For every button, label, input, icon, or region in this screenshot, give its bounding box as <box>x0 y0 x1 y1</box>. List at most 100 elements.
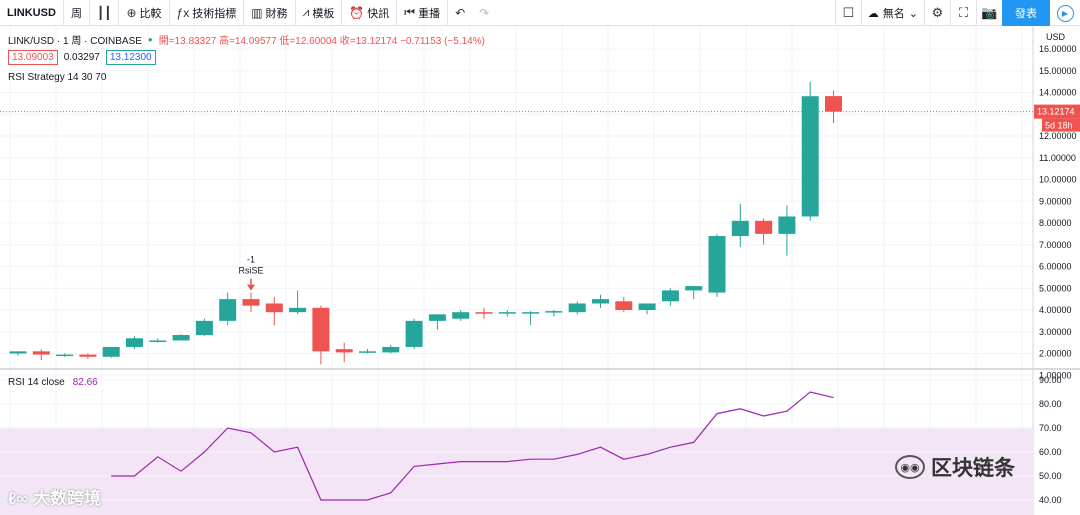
candle <box>685 286 703 300</box>
candles-icon: ┃┃ <box>97 5 112 20</box>
candle <box>172 333 190 341</box>
snapshot-button[interactable]: 📷 <box>976 0 1002 26</box>
candle-body <box>615 301 633 310</box>
candle <box>592 294 609 308</box>
expand-icon: ⛶ <box>958 5 969 20</box>
series-title[interactable]: LINK/USD · 1 周 · COINBASE <box>8 36 142 47</box>
publish-button[interactable]: 發表 <box>1002 0 1050 26</box>
candle <box>102 346 120 358</box>
candle <box>335 342 353 363</box>
replay-button[interactable]: ⏮ 重播 <box>397 0 449 26</box>
candle <box>498 310 516 317</box>
candle-body <box>708 236 726 293</box>
bid-price[interactable]: 13.09003 <box>8 50 58 65</box>
candle <box>825 90 842 123</box>
candle <box>755 218 773 245</box>
redo-button[interactable]: ↷ <box>472 0 496 26</box>
play-button[interactable]: ▶ <box>1050 0 1080 26</box>
candle <box>79 353 97 359</box>
candle-body <box>9 351 27 354</box>
candle <box>545 310 563 317</box>
candle <box>289 290 307 315</box>
candle <box>312 305 330 365</box>
candle-body <box>685 286 703 291</box>
rsi-label[interactable]: RSI 14 close <box>8 377 65 388</box>
candle-body <box>452 312 470 319</box>
templates-button[interactable]: ⩘ 模板 <box>296 0 343 26</box>
candle-body <box>638 303 656 310</box>
candle <box>242 292 260 313</box>
bid-ask: 13.09003 0.03297 13.12300 <box>8 50 156 65</box>
replay-icon: ⏮ <box>404 5 416 19</box>
fullscreen-square-button[interactable]: ☐ <box>834 0 861 26</box>
candle-body <box>568 303 586 313</box>
candle-body <box>172 335 190 341</box>
expand-button[interactable]: ⛶ <box>950 0 976 26</box>
candle <box>778 205 796 256</box>
price-tick-label: 3.00000 <box>1039 327 1072 337</box>
candle-body <box>195 320 213 336</box>
candle-body <box>32 351 50 355</box>
ask-price[interactable]: 13.12300 <box>105 50 156 65</box>
candle <box>801 81 819 221</box>
price-tick-label: 12.00000 <box>1039 131 1077 141</box>
candle-body <box>755 220 773 234</box>
countdown-box <box>1042 118 1080 132</box>
chevron-down-icon: ⌄ <box>908 7 918 20</box>
candle-body <box>219 299 237 321</box>
candle <box>475 307 493 319</box>
symbol-search[interactable]: LINKUSD <box>0 0 64 26</box>
gear-icon: ⚙ <box>931 5 944 20</box>
strategy-legend[interactable]: RSI Strategy 14 30 70 <box>8 72 107 83</box>
candle <box>615 296 633 313</box>
compare-button[interactable]: ⊕ 比較 <box>119 0 170 26</box>
candle <box>428 314 446 330</box>
toolbar-right: ☐ ☁ 無名 ⌄ ⚙ ⛶ 📷 發表 ▶ <box>834 0 1080 26</box>
price-tick-label: 4.00000 <box>1039 305 1072 315</box>
candle <box>359 349 376 354</box>
market-status-icon: ● <box>147 35 153 44</box>
top-toolbar: LINKUSD 周 ┃┃ ⊕ 比較 ƒx 技術指標 ▥ 財務 ⩘ 模板 ⏰ 快訊 ⏮ 重播 … <box>0 0 1080 26</box>
last-price-tag: 13.12174 5d 18h <box>0 104 1080 132</box>
candle <box>708 233 726 297</box>
candle <box>126 336 143 350</box>
layout-menu-button[interactable]: ☁ 無名 ⌄ <box>860 0 924 26</box>
price-tick-label: 16.00000 <box>1039 44 1077 54</box>
candle-body <box>126 338 143 347</box>
candle-body <box>405 320 423 347</box>
price-tick-label: 15.00000 <box>1039 66 1077 76</box>
candle-body <box>661 290 679 302</box>
candle-body <box>428 314 446 321</box>
fx-icon: ƒx <box>176 5 190 20</box>
candle <box>219 292 237 326</box>
price-tick-label: 5.00000 <box>1039 283 1072 293</box>
candle-body <box>149 340 167 342</box>
camera-icon: 📷 <box>981 5 998 20</box>
alert-button[interactable]: ⏰ 快訊 <box>342 0 398 26</box>
candle <box>405 318 423 350</box>
candle-body <box>312 307 330 352</box>
price-tick-label: 2.00000 <box>1039 349 1072 359</box>
template-icon: ⩘ <box>302 5 310 19</box>
candle <box>452 310 470 321</box>
financials-button[interactable]: ▥ 財務 <box>244 0 296 26</box>
candle <box>522 311 540 326</box>
price-tick-label: 1.00000 <box>1039 370 1072 380</box>
candle <box>661 288 679 306</box>
undo-button[interactable]: ↶ <box>448 0 472 26</box>
candle-body <box>359 351 376 353</box>
chart-area[interactable]: 16.0000015.0000014.0000013.0000012.00000… <box>0 26 1080 515</box>
candle-body <box>825 96 842 112</box>
plus-circle-icon: ⊕ <box>126 5 137 20</box>
rsi-axis: 90.00 80.00 70.00 60.00 50.00 40.00 <box>0 375 1062 505</box>
price-tick-label: 8.00000 <box>1039 218 1072 228</box>
candle-body <box>498 312 516 314</box>
candle-body <box>102 346 120 357</box>
indicators-button[interactable]: ƒx 技術指標 <box>170 0 245 26</box>
bars-style-button[interactable]: ┃┃ <box>90 0 120 26</box>
settings-button[interactable]: ⚙ <box>924 0 950 26</box>
interval-button[interactable]: 周 <box>64 0 90 26</box>
candle <box>265 296 283 326</box>
candle <box>195 318 213 337</box>
redo-icon: ↷ <box>479 5 490 20</box>
